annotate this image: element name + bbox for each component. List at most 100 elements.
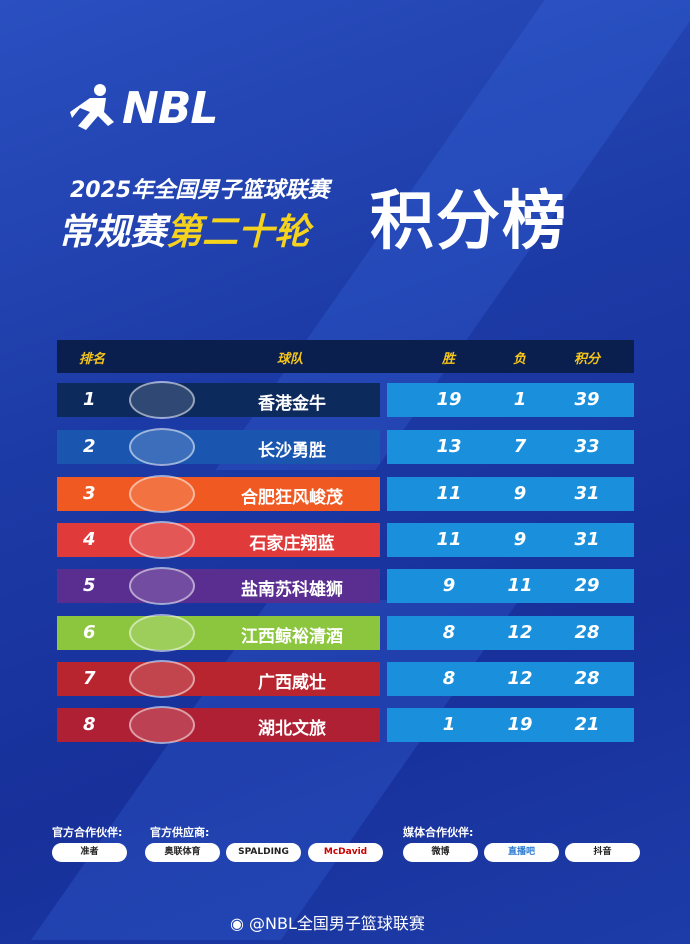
stats-cell: 1 19 21 <box>387 708 634 742</box>
wins: 9 <box>442 575 456 596</box>
weibo-icon: ◉ <box>230 914 250 933</box>
nbl-logo: NBL <box>70 82 218 134</box>
wins: 8 <box>442 668 456 689</box>
table-row: 6 江西鲸裕清酒 8 12 28 <box>57 614 634 652</box>
team-emblem-icon <box>129 567 195 605</box>
team-cell: 7 广西威壮 <box>57 660 380 698</box>
wins: 19 <box>436 389 462 410</box>
supplier-label: 官方供应商: <box>150 826 210 839</box>
stats-cell: 13 7 33 <box>387 430 634 464</box>
losses: 7 <box>513 436 527 457</box>
stats-cell: 11 9 31 <box>387 523 634 557</box>
wins: 11 <box>436 483 462 504</box>
team-name: 合肥狂风峻茂 <box>241 488 343 508</box>
footer-text: @NBL全国男子篮球联赛 <box>249 914 425 933</box>
losses: 19 <box>507 714 533 735</box>
wins: 13 <box>436 436 462 457</box>
team-cell: 1 香港金牛 <box>57 381 380 419</box>
team-name: 长沙勇胜 <box>258 441 326 461</box>
table-row: 8 湖北文旅 1 19 21 <box>57 706 634 744</box>
points: 39 <box>574 389 600 410</box>
logo-text: NBL <box>122 82 218 134</box>
header-rank: 排名 <box>79 352 106 367</box>
header-losses: 负 <box>513 352 527 367</box>
stats-cell: 8 12 28 <box>387 616 634 650</box>
team-cell: 6 江西鲸裕清酒 <box>57 614 380 652</box>
rank: 6 <box>83 622 96 643</box>
team-name: 石家庄翔蓝 <box>249 534 335 554</box>
team-name: 江西鲸裕清酒 <box>241 627 343 647</box>
round-prefix: 常规赛 <box>58 212 167 253</box>
table-row: 3 合肥狂风峻茂 11 9 31 <box>57 475 634 513</box>
rank: 4 <box>83 529 96 550</box>
table-row: 4 石家庄翔蓝 11 9 31 <box>57 521 634 559</box>
stats-cell: 8 12 28 <box>387 662 634 696</box>
team-name: 湖北文旅 <box>258 719 326 739</box>
subtitle: 2025年全国男子篮球联赛 <box>70 178 330 203</box>
round-title: 常规赛第二十轮 <box>58 203 310 255</box>
media-logo-weibo: 微博 <box>403 843 478 862</box>
rank: 5 <box>83 575 96 596</box>
table-row: 7 广西威壮 8 12 28 <box>57 660 634 698</box>
points: 31 <box>574 529 600 550</box>
team-name: 广西威壮 <box>258 673 326 693</box>
points: 31 <box>574 483 600 504</box>
points: 28 <box>574 668 600 689</box>
points: 21 <box>574 714 600 735</box>
team-emblem-icon <box>129 614 195 652</box>
team-cell: 3 合肥狂风峻茂 <box>57 475 380 513</box>
losses: 12 <box>507 668 533 689</box>
wins: 11 <box>436 529 462 550</box>
team-name: 香港金牛 <box>258 394 326 414</box>
basketball-player-icon <box>70 84 114 130</box>
points: 28 <box>574 622 600 643</box>
footer-watermark: ◉ @NBL全国男子篮球联赛 <box>230 914 425 934</box>
header-wins: 胜 <box>442 352 456 367</box>
media-logo-douyin: 抖音 <box>565 843 640 862</box>
points: 33 <box>574 436 600 457</box>
supplier-logo-mcdavid: McDavid <box>308 843 383 862</box>
rank: 8 <box>83 714 96 735</box>
team-emblem-icon <box>129 660 195 698</box>
supplier-logo: 奥联体育 <box>145 843 220 862</box>
wins: 1 <box>442 714 456 735</box>
team-emblem-icon <box>129 706 195 744</box>
team-cell: 8 湖北文旅 <box>57 706 380 744</box>
round-highlight: 第二十轮 <box>166 212 311 253</box>
team-cell: 2 长沙勇胜 <box>57 428 380 466</box>
losses: 11 <box>507 575 533 596</box>
partner-logo-zhunzhe: 准者 <box>52 843 127 862</box>
supplier-logo-spalding: SPALDING <box>226 843 301 862</box>
stats-cell: 11 9 31 <box>387 477 634 511</box>
team-emblem-icon <box>129 428 195 466</box>
rank: 3 <box>83 483 96 504</box>
losses: 9 <box>513 483 527 504</box>
points: 29 <box>574 575 600 596</box>
rank: 2 <box>83 436 96 457</box>
team-emblem-icon <box>129 521 195 559</box>
wins: 8 <box>442 622 456 643</box>
team-cell: 5 盐南苏科雄狮 <box>57 567 380 605</box>
main-title: 积分榜 <box>370 185 568 259</box>
table-row: 1 香港金牛 19 1 39 <box>57 381 634 419</box>
table-header: 排名 球队 胜 负 积分 <box>57 340 634 373</box>
team-cell: 4 石家庄翔蓝 <box>57 521 380 559</box>
header-points: 积分 <box>574 352 601 367</box>
decor-stripe <box>30 600 520 940</box>
media-logo-zhibo8: 直播吧 <box>484 843 559 862</box>
rank: 7 <box>83 668 96 689</box>
team-emblem-icon <box>129 475 195 513</box>
losses: 1 <box>513 389 527 410</box>
team-emblem-icon <box>129 381 195 419</box>
table-row: 2 长沙勇胜 13 7 33 <box>57 428 634 466</box>
table-row: 5 盐南苏科雄狮 9 11 29 <box>57 567 634 605</box>
header-team: 球队 <box>277 352 304 367</box>
stats-cell: 19 1 39 <box>387 383 634 417</box>
losses: 9 <box>513 529 527 550</box>
official-partner-label: 官方合作伙伴: <box>52 826 123 839</box>
losses: 12 <box>507 622 533 643</box>
rank: 1 <box>83 389 96 410</box>
media-partner-label: 媒体合作伙伴: <box>403 826 474 839</box>
team-name: 盐南苏科雄狮 <box>241 580 343 600</box>
